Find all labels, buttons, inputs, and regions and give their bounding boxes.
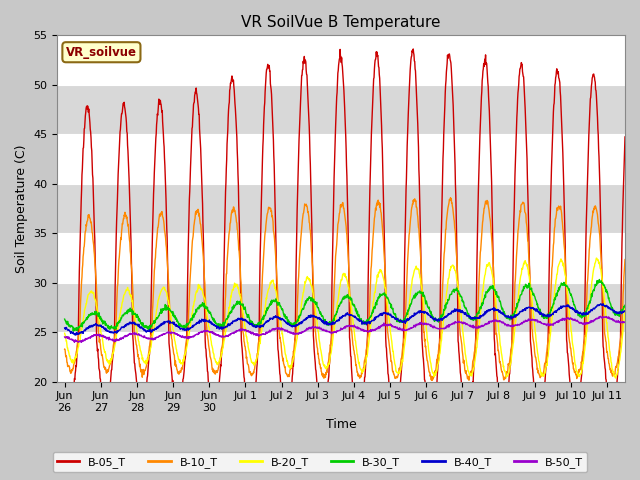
B-40_T	[72, 332, 80, 338]
B-50_T	[162, 331, 170, 336]
B-50_T	[223, 334, 230, 339]
Bar	[58, 36, 625, 85]
Bar	[58, 283, 625, 332]
B-40_T	[485, 308, 493, 313]
B-40_T	[172, 324, 180, 329]
B-50_T	[77, 339, 85, 345]
B-30_T	[172, 315, 180, 321]
Bar	[58, 184, 625, 233]
B-05_T	[427, 423, 435, 429]
Line: B-10_T: B-10_T	[65, 198, 625, 381]
B-30_T	[70, 328, 77, 334]
B-20_T	[621, 305, 629, 311]
B-05_T	[223, 166, 230, 172]
B-05_T	[61, 383, 68, 389]
B-40_T	[223, 324, 230, 329]
B-05_T	[621, 134, 629, 140]
B-50_T	[547, 322, 555, 328]
Legend: B-05_T, B-10_T, B-20_T, B-30_T, B-40_T, B-50_T: B-05_T, B-10_T, B-20_T, B-30_T, B-40_T, …	[52, 452, 588, 472]
B-50_T	[485, 319, 493, 324]
B-40_T	[597, 301, 605, 307]
Bar	[58, 233, 625, 283]
B-10_T	[486, 211, 493, 216]
Bar	[58, 85, 625, 134]
Line: B-20_T: B-20_T	[65, 258, 625, 378]
B-20_T	[172, 343, 180, 348]
B-30_T	[485, 287, 493, 293]
B-10_T	[447, 195, 454, 201]
X-axis label: Time: Time	[326, 419, 356, 432]
B-40_T	[61, 325, 68, 331]
B-05_T	[486, 108, 493, 114]
B-05_T	[172, 400, 180, 406]
Line: B-50_T: B-50_T	[65, 316, 625, 342]
Line: B-30_T: B-30_T	[65, 279, 625, 331]
B-10_T	[273, 281, 281, 287]
B-50_T	[274, 325, 282, 331]
B-50_T	[596, 313, 604, 319]
B-50_T	[621, 319, 629, 325]
B-05_T	[273, 323, 281, 328]
B-30_T	[162, 305, 170, 311]
B-10_T	[61, 346, 68, 352]
B-20_T	[273, 296, 281, 301]
B-10_T	[161, 232, 169, 238]
B-40_T	[621, 309, 629, 314]
B-20_T	[612, 375, 620, 381]
Bar	[58, 134, 625, 184]
B-30_T	[621, 302, 629, 308]
B-10_T	[223, 271, 230, 276]
B-30_T	[61, 316, 68, 322]
B-10_T	[621, 257, 629, 263]
B-40_T	[547, 312, 555, 318]
Y-axis label: Soil Temperature (C): Soil Temperature (C)	[15, 144, 28, 273]
B-50_T	[61, 334, 68, 340]
B-20_T	[61, 330, 68, 336]
Title: VR SoilVue B Temperature: VR SoilVue B Temperature	[241, 15, 441, 30]
B-30_T	[274, 300, 282, 306]
B-50_T	[172, 331, 180, 336]
B-05_T	[410, 46, 417, 52]
B-10_T	[172, 363, 180, 369]
B-05_T	[548, 165, 556, 170]
B-10_T	[548, 276, 556, 281]
B-30_T	[547, 308, 555, 313]
B-10_T	[428, 378, 436, 384]
B-30_T	[223, 316, 230, 322]
Text: VR_soilvue: VR_soilvue	[66, 46, 137, 59]
B-20_T	[484, 260, 492, 266]
Line: B-05_T: B-05_T	[65, 49, 625, 426]
B-20_T	[593, 255, 600, 261]
B-05_T	[161, 174, 169, 180]
B-40_T	[162, 319, 170, 325]
Bar	[58, 332, 625, 382]
B-40_T	[274, 314, 282, 320]
B-30_T	[596, 276, 604, 282]
B-20_T	[161, 287, 169, 293]
B-20_T	[223, 323, 230, 328]
Line: B-40_T: B-40_T	[65, 304, 625, 335]
B-20_T	[547, 327, 555, 333]
